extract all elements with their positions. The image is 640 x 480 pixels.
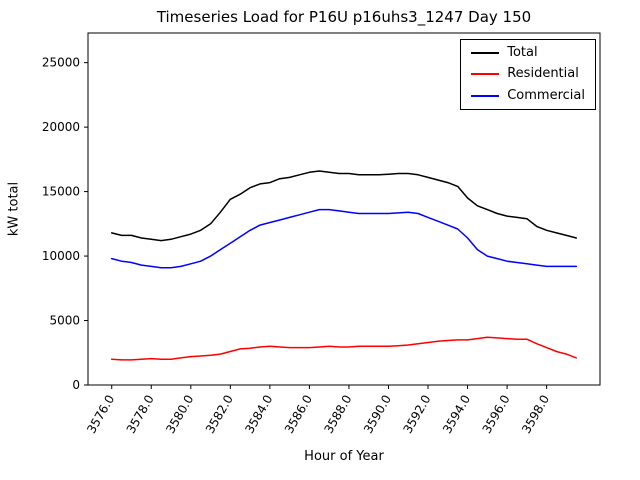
- y-tick-label: 15000: [42, 185, 80, 199]
- x-tick-label: 3592.0: [400, 393, 433, 436]
- legend-entry-commercial: Commercial: [471, 87, 585, 103]
- legend-entry-residential: Residential: [471, 66, 585, 82]
- x-tick-label: 3598.0: [519, 393, 552, 436]
- x-tick-label: 3596.0: [480, 393, 513, 436]
- x-tick-label: 3584.0: [242, 393, 275, 436]
- legend-label: Total: [507, 45, 538, 60]
- legend: Total Residential Commercial: [460, 39, 596, 110]
- legend-line-sample: [471, 73, 500, 76]
- y-tick-label: 0: [72, 378, 80, 392]
- chart-title: Timeseries Load for P16U p16uhs3_1247 Da…: [156, 8, 532, 26]
- x-axis-label: Hour of Year: [304, 449, 384, 464]
- y-tick-label: 25000: [42, 56, 80, 70]
- series-line-total: [110, 170, 578, 242]
- axes-frame: [87, 32, 601, 386]
- series-line-residential: [110, 336, 578, 361]
- legend-line-sample: [471, 94, 500, 97]
- legend-entry-total: Total: [471, 45, 585, 60]
- x-tick-label: 3594.0: [440, 393, 473, 436]
- x-tick-label: 3582.0: [203, 393, 236, 436]
- x-tick-label: 3586.0: [282, 393, 315, 436]
- x-tick-label: 3590.0: [361, 393, 394, 436]
- x-tick-label: 3578.0: [124, 393, 157, 436]
- x-tick-label: 3576.0: [84, 393, 117, 436]
- legend-label: Residential: [507, 66, 579, 82]
- y-tick-label: 10000: [42, 249, 80, 263]
- y-tick-label: 20000: [42, 120, 80, 134]
- legend-label: Commercial: [507, 87, 585, 103]
- y-tick-label: 5000: [49, 314, 80, 328]
- x-tick-label: 3588.0: [321, 393, 354, 436]
- legend-line-sample: [471, 52, 500, 55]
- x-tick-label: 3580.0: [163, 393, 196, 436]
- series-line-commercial: [110, 208, 578, 269]
- y-axis-label: kW total: [6, 181, 22, 237]
